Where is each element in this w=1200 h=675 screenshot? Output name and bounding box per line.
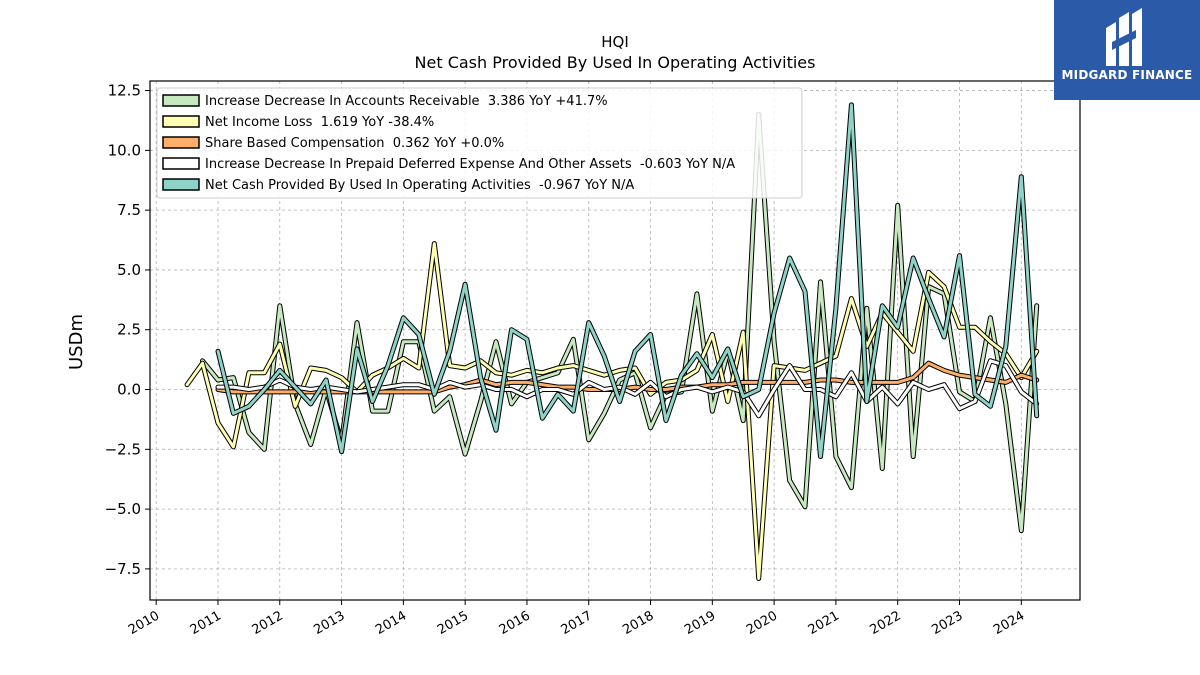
legend-swatch xyxy=(162,178,200,191)
x-tick-label: 2012 xyxy=(250,608,286,638)
legend-box xyxy=(156,87,803,199)
legend: Increase Decrease In Accounts Receivable… xyxy=(156,87,803,199)
x-tick-label: 2024 xyxy=(991,608,1027,638)
y-tick-label: 5.0 xyxy=(117,261,141,279)
y-tick-label: 0.0 xyxy=(117,381,141,399)
series-line-3 xyxy=(216,359,1039,418)
brand-logo: MIDGARD FINANCE xyxy=(1054,0,1200,100)
y-tick-label: −5.0 xyxy=(105,500,141,518)
series-lines xyxy=(184,102,1040,581)
legend-entry: Increase Decrease In Prepaid Deferred Ex… xyxy=(205,157,735,172)
chart-subtitle: Net Cash Provided By Used In Operating A… xyxy=(415,53,816,72)
legend-swatch xyxy=(162,157,200,170)
legend-entry: Net Cash Provided By Used In Operating A… xyxy=(205,178,634,193)
x-axis: 2010 2011 2012 2013 2014 2015 2016 2017 2018 2019… xyxy=(126,600,1027,638)
x-tick-label: 2018 xyxy=(620,608,656,638)
y-tick-label: −7.5 xyxy=(105,560,141,578)
brand-mark-icon xyxy=(1106,8,1142,66)
x-tick-label: 2011 xyxy=(188,608,224,638)
legend-entry: Net Income Loss 1.619 YoY -38.4% xyxy=(205,115,434,130)
legend-swatch xyxy=(162,94,200,107)
legend-entry: Share Based Compensation 0.362 YoY +0.0% xyxy=(205,136,504,151)
x-tick-label: 2014 xyxy=(373,608,409,638)
x-tick-label: 2017 xyxy=(559,608,595,638)
x-tick-label: 2013 xyxy=(311,608,347,638)
brand-name: MIDGARD FINANCE xyxy=(1061,68,1193,82)
x-tick-label: 2023 xyxy=(929,608,965,638)
x-tick-label: 2022 xyxy=(868,608,904,638)
x-tick-label: 2010 xyxy=(126,608,162,638)
legend-entry: Increase Decrease In Accounts Receivable… xyxy=(205,94,608,109)
y-axis: −7.5 −5.0 −2.5 0.0 2.5 5.0 7.5 10.0 12.5 xyxy=(105,82,150,578)
y-tick-label: 7.5 xyxy=(117,201,141,219)
y-tick-label: 12.5 xyxy=(108,82,141,100)
y-tick-label: 10.0 xyxy=(108,141,141,159)
legend-swatch xyxy=(162,115,200,128)
series-line-4 xyxy=(216,103,1039,458)
y-tick-label: 2.5 xyxy=(117,321,141,339)
legend-swatch xyxy=(162,136,200,149)
x-tick-label: 2016 xyxy=(497,608,533,638)
x-tick-label: 2019 xyxy=(682,608,718,638)
chart-title: HQI xyxy=(601,33,629,51)
axes-frame xyxy=(149,80,1081,601)
x-tick-label: 2020 xyxy=(744,608,780,638)
x-tick-label: 2015 xyxy=(435,608,471,638)
x-tick-label: 2021 xyxy=(806,608,842,638)
y-axis-label: USDm xyxy=(66,314,87,370)
y-tick-label: −2.5 xyxy=(105,440,141,458)
